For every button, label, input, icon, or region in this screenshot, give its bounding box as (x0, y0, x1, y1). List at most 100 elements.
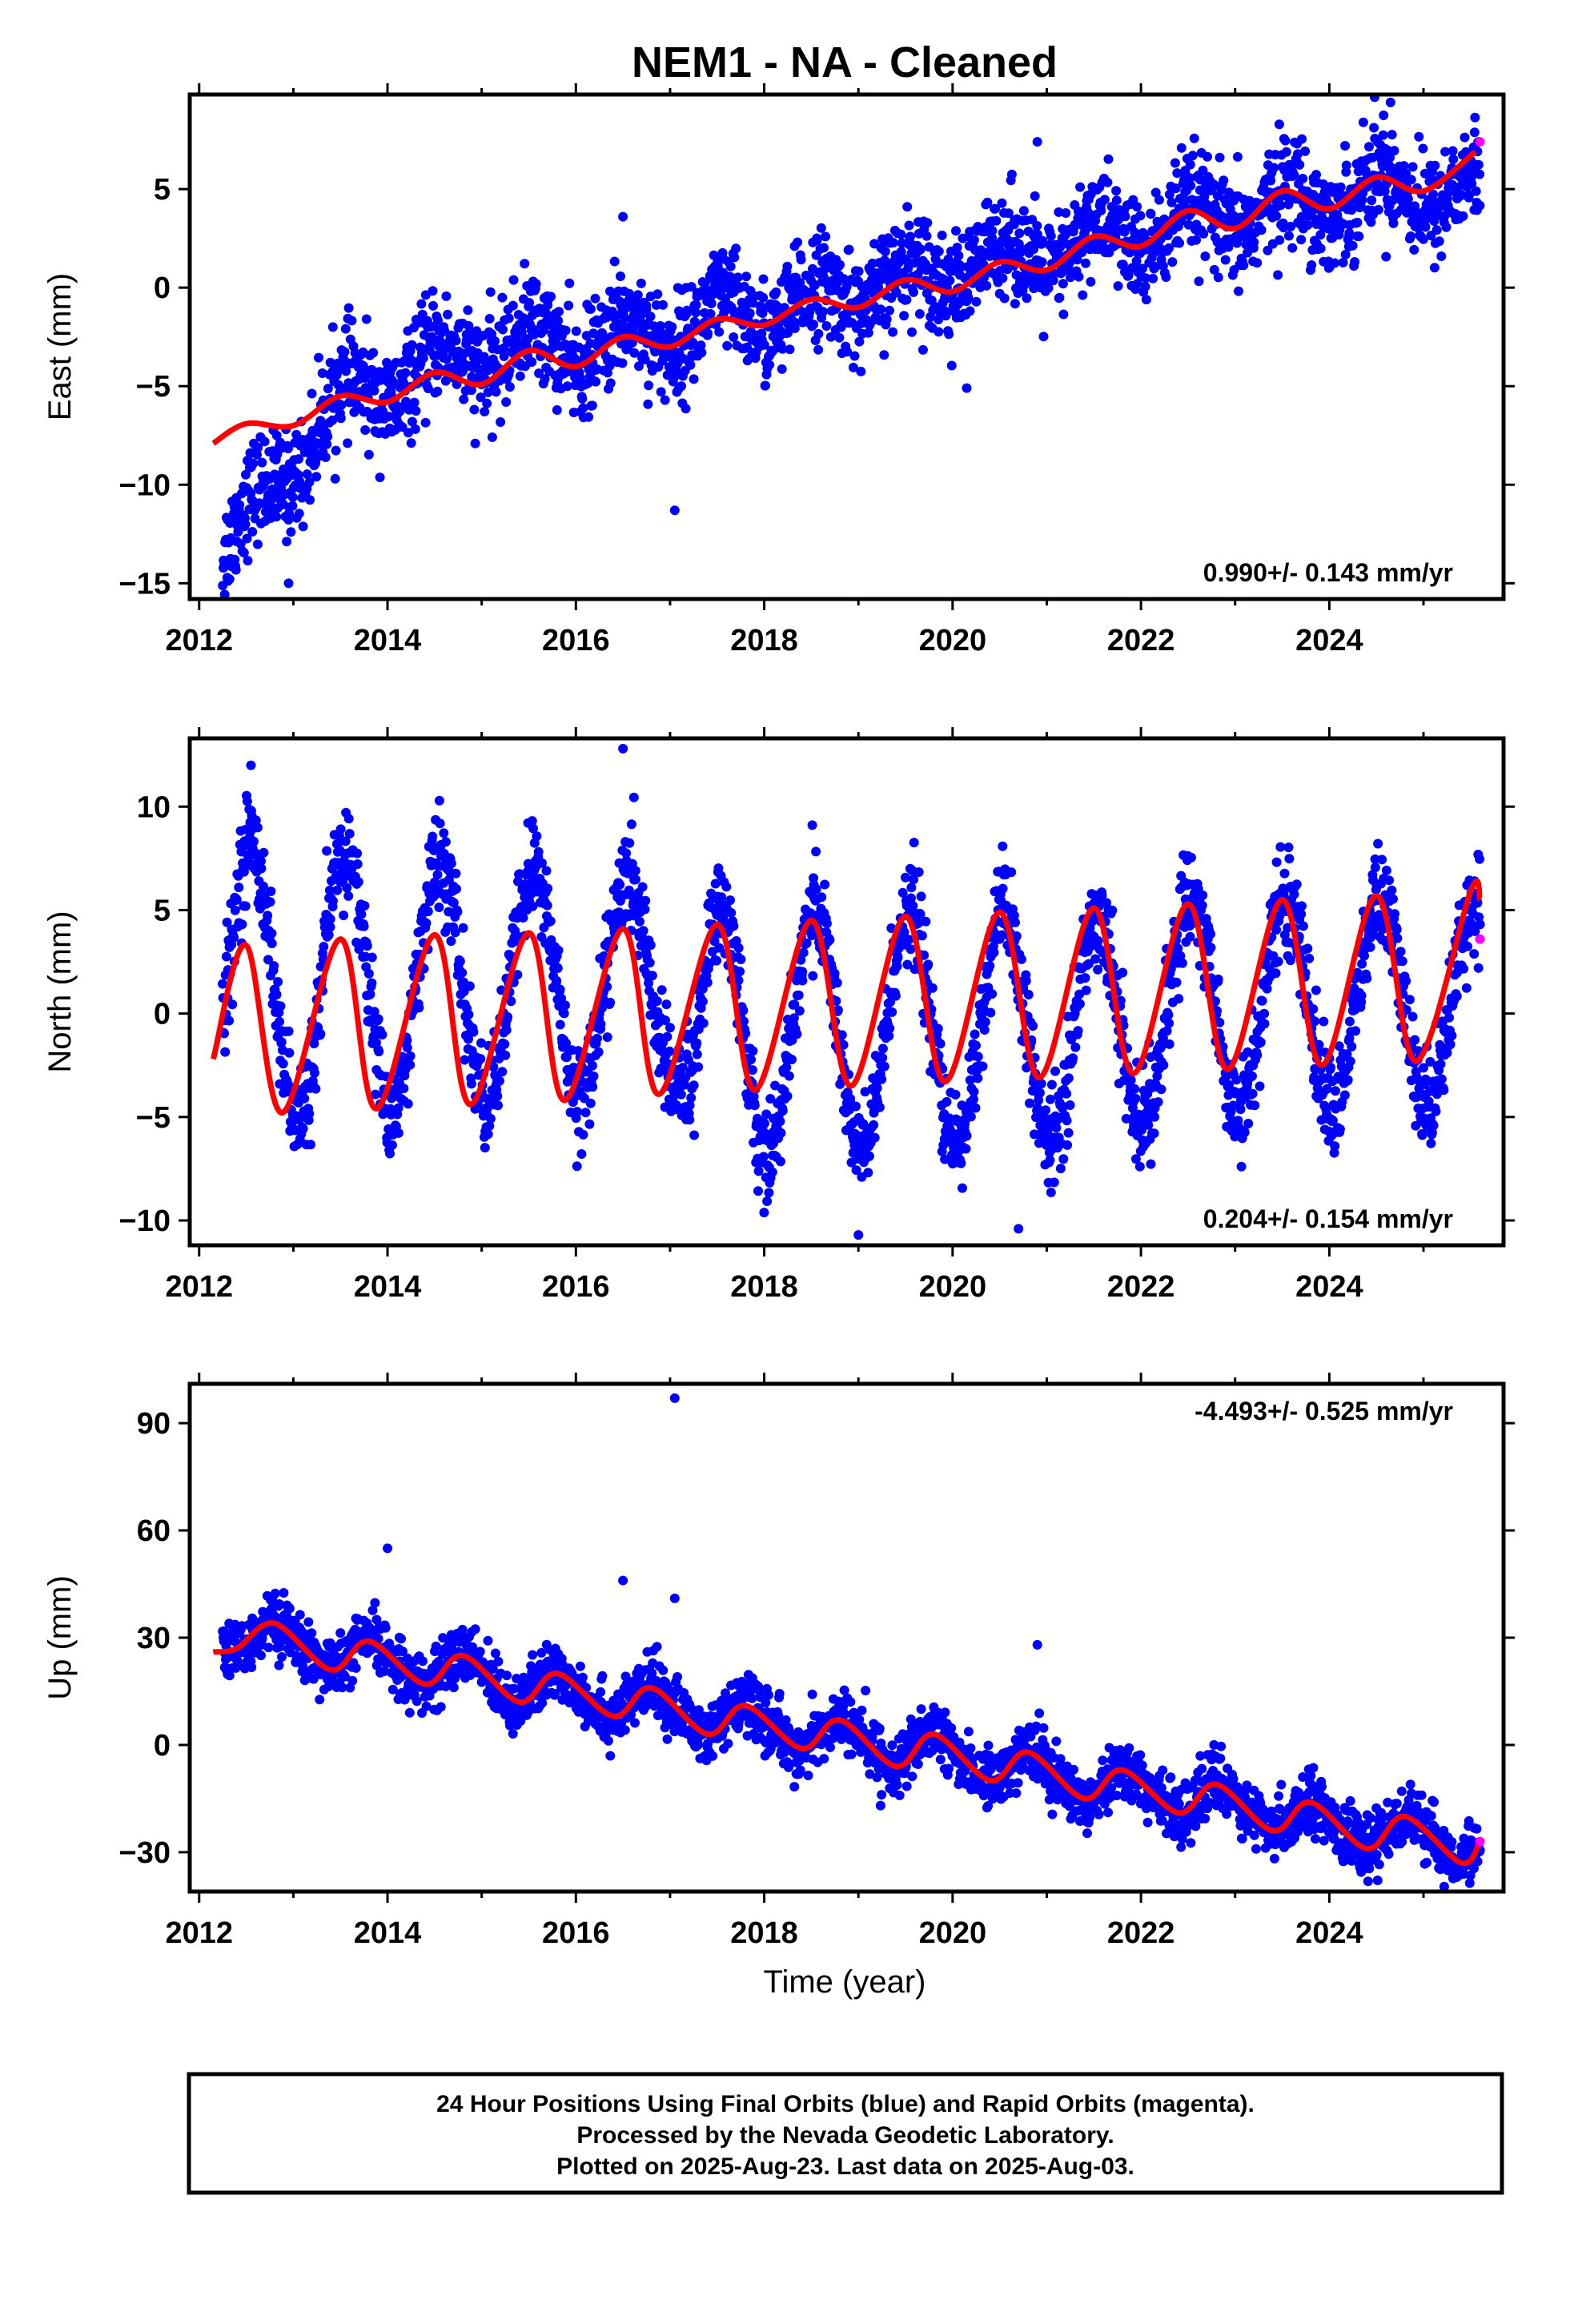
data-point (1083, 959, 1094, 969)
data-point (1032, 229, 1042, 239)
data-point (325, 922, 335, 932)
data-point (844, 244, 854, 255)
data-point (985, 961, 995, 971)
data-point (638, 926, 648, 936)
data-point (1173, 943, 1183, 954)
data-point (1350, 257, 1360, 267)
data-point (464, 1010, 474, 1019)
data-point (792, 1029, 802, 1039)
data-point (323, 432, 333, 441)
data-point (537, 858, 547, 868)
data-point (793, 237, 803, 247)
data-point (562, 381, 572, 392)
data-point (307, 388, 317, 399)
data-point (1009, 911, 1019, 921)
data-point (877, 1074, 887, 1084)
data-point (705, 308, 716, 319)
data-point (982, 197, 993, 207)
data-point (1219, 175, 1229, 186)
data-point (1470, 112, 1480, 123)
data-point (322, 439, 332, 449)
data-point (446, 858, 456, 869)
data-point (1130, 1154, 1141, 1164)
data-point (874, 1102, 885, 1112)
data-point (1162, 1026, 1172, 1036)
data-point (748, 1046, 758, 1056)
data-point (1406, 175, 1416, 185)
data-point (590, 293, 600, 304)
data-point (596, 1003, 607, 1013)
data-point (534, 368, 544, 379)
data-point (781, 1062, 792, 1072)
y-tick-label: 5 (154, 173, 171, 207)
data-point (1342, 1049, 1352, 1059)
data-point (498, 324, 508, 335)
data-point (255, 498, 265, 509)
data-point (485, 1113, 496, 1124)
data-point (239, 548, 249, 558)
data-point (784, 1071, 794, 1081)
data-point (1141, 295, 1151, 305)
data-point (370, 1089, 380, 1100)
data-point (1058, 279, 1068, 289)
data-point (287, 492, 298, 502)
x-tick-label: 2012 (165, 624, 233, 657)
data-point (363, 968, 374, 979)
data-point (1458, 211, 1468, 221)
data-point (980, 1017, 990, 1027)
data-point (888, 238, 898, 247)
data-point (1030, 191, 1040, 201)
data-point (460, 1055, 470, 1065)
data-point (906, 883, 917, 893)
data-point (662, 1031, 673, 1042)
data-point (343, 891, 354, 901)
data-point (1090, 954, 1101, 964)
data-point (304, 1108, 315, 1119)
data-point (353, 877, 363, 887)
data-point (480, 1143, 490, 1153)
data-point (374, 1047, 384, 1057)
data-point (1247, 1071, 1257, 1081)
data-point (458, 923, 468, 933)
data-point (352, 848, 363, 858)
data-point (811, 884, 821, 895)
data-point (681, 404, 691, 414)
data-point (314, 352, 323, 363)
data-point (896, 229, 906, 239)
data-point (248, 458, 259, 468)
data-point (231, 565, 241, 575)
data-point (284, 1047, 295, 1058)
data-point (1148, 273, 1158, 283)
data-point (1175, 951, 1186, 961)
data-point (1048, 275, 1058, 286)
data-point (1054, 207, 1064, 217)
data-point (739, 1016, 749, 1027)
data-point (1418, 234, 1428, 244)
data-point (592, 1033, 602, 1043)
data-point (1206, 929, 1216, 939)
data-point (1310, 1016, 1320, 1027)
data-point (1198, 165, 1208, 175)
data-point (1130, 1093, 1141, 1104)
data-point (279, 464, 289, 474)
data-point (647, 971, 657, 981)
data-point (698, 1018, 709, 1028)
data-point (937, 230, 947, 240)
data-point (593, 1047, 604, 1057)
data-point (853, 266, 864, 276)
data-point (1287, 243, 1298, 253)
data-point (801, 938, 812, 948)
data-point (963, 292, 974, 303)
data-point (482, 398, 492, 408)
data-point (1249, 237, 1259, 247)
data-point (480, 407, 490, 416)
data-point (729, 332, 739, 342)
data-point (520, 259, 530, 269)
data-point (819, 243, 829, 253)
data-point (758, 292, 769, 303)
data-point (552, 975, 562, 986)
data-point (1017, 954, 1026, 964)
data-point (218, 979, 227, 989)
data-point (1273, 956, 1283, 967)
data-point (1093, 935, 1103, 946)
